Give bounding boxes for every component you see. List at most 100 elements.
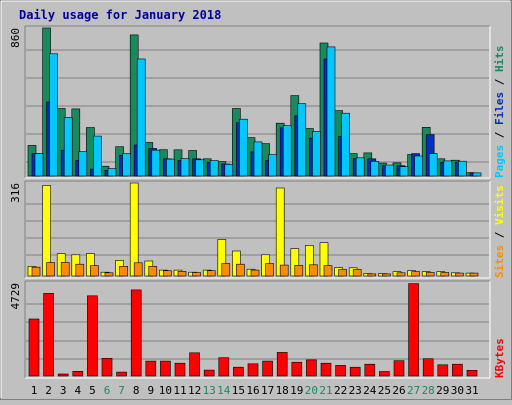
x-tick-label-day-12: 12 — [188, 384, 201, 397]
bar-pages-day-31 — [472, 172, 482, 177]
legend-entry: Hits — [493, 46, 506, 73]
panel-visits-sites: 316 Sites / Visits — [9, 180, 506, 279]
bar-pages-day-14 — [224, 164, 234, 177]
x-tick-label-day-4: 4 — [74, 384, 81, 397]
x-tick-label-day-8: 8 — [133, 384, 140, 397]
legend-entry: / — [493, 225, 506, 245]
bar-sites-day-4 — [75, 263, 85, 277]
bar-pages-day-27 — [414, 155, 423, 177]
bar-pages-day-29 — [443, 160, 453, 177]
x-tick-label-day-11: 11 — [173, 384, 186, 397]
bar-sites-day-3 — [60, 262, 70, 277]
bar-sites-day-21 — [323, 265, 333, 277]
bar-kbytes-day-7 — [116, 371, 127, 377]
bar-kbytes-day-12 — [189, 352, 200, 377]
bar-kbytes-day-19 — [291, 361, 303, 377]
bar-kbytes-day-18 — [276, 352, 288, 377]
panel-legend: Pages / Files / Hits — [493, 46, 506, 179]
bar-kbytes-day-5 — [87, 295, 98, 377]
x-tick-label-day-6: 6 — [104, 384, 111, 397]
bar-kbytes-day-17 — [262, 360, 273, 377]
bar-sites-day-13 — [206, 270, 216, 277]
bar-pages-day-13 — [209, 160, 219, 177]
bar-kbytes-day-26 — [393, 360, 405, 377]
x-tick-label-day-24: 24 — [363, 384, 377, 397]
x-tick-label-day-21: 21 — [319, 384, 332, 397]
x-tick-label-day-20: 20 — [305, 384, 318, 397]
bar-sites-day-14 — [221, 263, 231, 277]
bar-pages-day-18 — [282, 125, 292, 177]
panel-hits-files-pages: 860 Pages / Files / Hits — [9, 25, 506, 179]
bar-sites-day-12 — [192, 272, 201, 277]
x-tick-label-day-14: 14 — [217, 384, 231, 397]
bar-sites-day-17 — [265, 263, 274, 277]
bar-pages-day-26 — [399, 166, 409, 177]
x-tick-label-day-27: 27 — [407, 384, 420, 397]
bar-kbytes-day-25 — [379, 371, 390, 377]
bar-pages-day-25 — [385, 164, 394, 177]
bar-kbytes-day-14 — [218, 357, 230, 377]
x-tick-label-day-26: 26 — [392, 384, 405, 397]
bar-pages-day-16 — [253, 141, 263, 177]
bar-sites-day-20 — [309, 264, 318, 277]
bar-sites-day-6 — [104, 272, 114, 277]
bar-pages-day-19 — [297, 103, 307, 177]
legend-entry: KBytes — [493, 338, 506, 378]
x-tick-label-day-7: 7 — [118, 384, 125, 397]
bar-sites-day-8 — [133, 262, 143, 277]
panel-plot-area — [25, 181, 490, 278]
chart-panels: 860 Pages / Files / Hits 316 Sites / Visits… — [9, 25, 506, 379]
bar-kbytes-day-30 — [452, 363, 463, 377]
bar-sites-day-5 — [90, 265, 99, 277]
panel-legend: KBytes — [493, 338, 506, 378]
bar-sites-day-28 — [425, 272, 435, 277]
bar-pages-day-30 — [458, 160, 467, 177]
bar-pages-day-20 — [312, 131, 321, 177]
bar-sites-day-19 — [294, 265, 304, 277]
x-tick-label-day-17: 17 — [261, 384, 274, 397]
bar-sites-day-25 — [382, 273, 391, 277]
legend-entry: / — [493, 72, 506, 92]
bar-pages-day-9 — [151, 149, 161, 177]
x-tick-label-day-23: 23 — [349, 384, 362, 397]
series-sites — [31, 262, 479, 277]
bar-kbytes-day-27 — [408, 283, 419, 377]
y-max-label: 316 — [9, 183, 22, 203]
bar-pages-day-22 — [341, 112, 350, 177]
x-tick-label-day-18: 18 — [276, 384, 289, 397]
x-tick-label-day-22: 22 — [334, 384, 347, 397]
bar-sites-day-24 — [367, 273, 377, 277]
bar-pages-day-5 — [93, 135, 102, 177]
bar-sites-day-29 — [440, 272, 450, 277]
x-axis-day-labels: 1 2 3 4 5 6 7 8 9 10 11 12 13 14 15 16 17 18 19 20 21 22 23 24 2… — [31, 384, 479, 397]
bar-kbytes-day-29 — [437, 364, 449, 377]
chart-title: Daily usage for January 2018 — [19, 8, 221, 22]
y-max-label: 4729 — [9, 283, 22, 310]
bar-kbytes-day-11 — [174, 362, 186, 377]
bar-kbytes-day-10 — [160, 360, 171, 377]
x-tick-label-day-2: 2 — [45, 384, 52, 397]
bar-pages-day-10 — [166, 158, 175, 177]
bar-pages-day-7 — [122, 153, 131, 177]
bar-sites-day-9 — [148, 265, 158, 277]
bar-kbytes-day-28 — [422, 358, 434, 377]
bar-kbytes-day-4 — [72, 370, 84, 377]
bar-kbytes-day-6 — [101, 357, 113, 377]
bar-sites-day-27 — [411, 271, 420, 277]
bar-kbytes-day-2 — [43, 293, 54, 377]
bar-sites-day-30 — [455, 272, 464, 277]
bar-sites-day-23 — [352, 269, 362, 277]
bar-visits-day-8 — [129, 182, 139, 277]
bar-pages-day-12 — [195, 159, 204, 177]
bar-kbytes-day-31 — [466, 369, 478, 377]
x-tick-label-day-28: 28 — [422, 384, 435, 397]
bar-pages-day-6 — [107, 168, 117, 177]
bar-sites-day-10 — [163, 270, 172, 277]
x-tick-label-day-19: 19 — [290, 384, 303, 397]
legend-entry: / — [493, 125, 506, 145]
bar-sites-day-22 — [338, 269, 347, 277]
panel-legend: Sites / Visits — [493, 185, 506, 278]
bar-sites-day-26 — [396, 272, 406, 277]
